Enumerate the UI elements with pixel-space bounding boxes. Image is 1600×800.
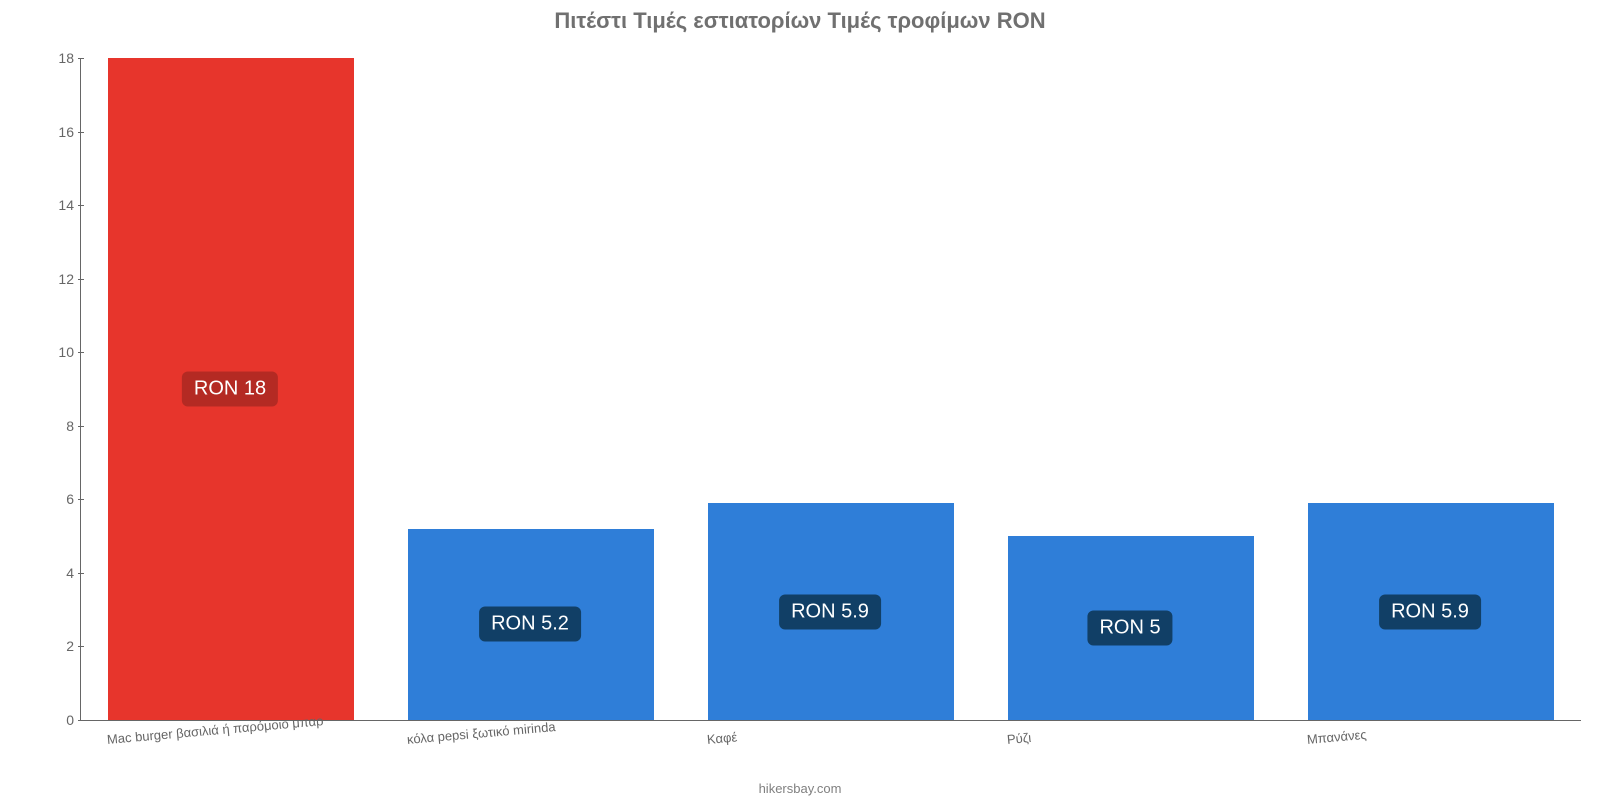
x-axis-label: Ρύζι [1006,730,1031,747]
bar-value-label: RON 5.9 [1379,594,1481,629]
bar-value-label: RON 5.2 [479,607,581,642]
credit-text: hikersbay.com [0,781,1600,796]
bar-value-label: RON 5.9 [779,594,881,629]
y-tick: 18 [36,50,74,66]
chart-title: Πιτέστι Τιμές εστιατορίων Τιμές τροφίμων… [0,8,1600,34]
y-tick: 4 [36,565,74,581]
y-tick: 14 [36,197,74,213]
y-tick: 16 [36,124,74,140]
y-tick: 6 [36,491,74,507]
y-tick: 0 [36,712,74,728]
y-tick: 10 [36,344,74,360]
y-tick: 12 [36,271,74,287]
bar-chart: Πιτέστι Τιμές εστιατορίων Τιμές τροφίμων… [0,0,1600,800]
x-axis-label: Καφέ [706,729,737,747]
y-tick: 8 [36,418,74,434]
x-axis-label: Μπανάνες [1306,727,1367,747]
bar-value-label: RON 18 [182,372,278,407]
bar-value-label: RON 5 [1087,611,1172,646]
x-axis-label: κόλα pepsi ξωτικό mirinda [406,719,556,747]
y-tick: 2 [36,638,74,654]
